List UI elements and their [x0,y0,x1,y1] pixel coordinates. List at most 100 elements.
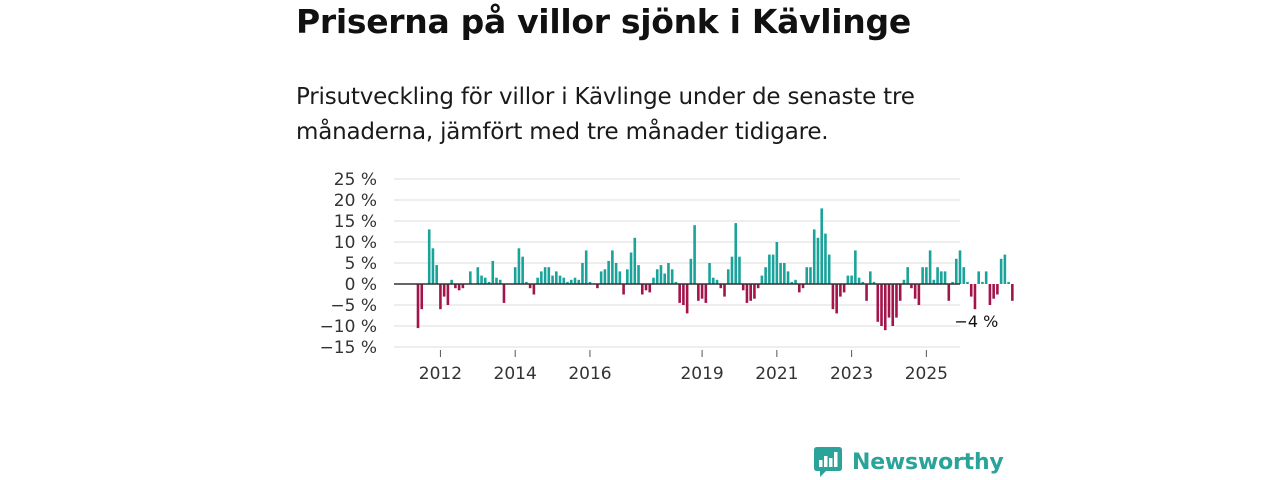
bar [446,284,450,305]
bar [846,275,850,284]
bars [416,208,1014,331]
bar [1011,284,1014,301]
latest-value-label: −4 % [955,312,999,331]
bar [951,281,954,284]
bar [910,284,913,289]
x-tick-label: 2025 [905,364,948,384]
bar [928,250,932,284]
bar [824,233,827,284]
page-title: Priserna på villor sjönk i Kävlinge [296,2,911,41]
bar [427,229,431,284]
bar [431,248,435,284]
bar [857,277,861,284]
newsworthy-logo-icon [814,447,842,477]
bar [816,237,820,284]
bar [764,267,767,284]
bar [640,284,644,295]
bar [618,271,622,284]
x-tick-label: 2023 [830,364,873,384]
bar [887,284,891,318]
bar [913,284,917,299]
bar [891,284,895,326]
bar [450,279,453,284]
grid-lines [394,178,960,348]
bar [745,284,749,303]
bar [532,284,536,295]
brand-logo: Newsworthy [814,446,1004,478]
bar [700,284,704,299]
bar [753,284,756,299]
bar [599,271,603,284]
bar [555,271,558,284]
bar [521,256,524,284]
bar [577,279,581,284]
bar [741,284,745,291]
bar [756,284,760,289]
bar [801,284,805,289]
bar [469,271,472,284]
bar [932,279,936,284]
x-tick-label: 2014 [494,364,537,384]
bar [596,284,599,289]
bar [723,284,726,297]
bar [981,281,984,284]
bar [786,271,790,284]
bar [839,284,842,297]
bar [749,284,752,301]
bar [629,252,633,284]
bar [566,281,569,284]
y-tick-label: 10 % [334,233,377,253]
bar [734,223,738,284]
bar [906,267,909,284]
bar [693,225,696,284]
bar [603,269,607,284]
bar [633,237,637,284]
bar [730,256,734,284]
bar [820,208,823,284]
bar [551,275,554,284]
bar [880,284,883,326]
bar [768,254,771,284]
bar [442,284,446,297]
bar [883,284,887,331]
bar [809,267,812,284]
bar [454,284,457,289]
bar [712,277,715,284]
bar [936,267,939,284]
bar [588,281,592,284]
y-tick-label: 20 % [334,191,377,211]
chart-subtitle: Prisutveckling för villor i Kävlinge und… [296,84,915,145]
bar [547,267,551,284]
y-tick-label: 0 % [345,275,377,295]
bar [476,267,480,284]
bar [685,284,689,314]
bar [812,229,816,284]
bar [569,279,573,284]
y-tick-label: −5 % [330,296,377,316]
bar [984,271,988,284]
bar [977,271,980,284]
bar [895,284,898,318]
bar [540,271,543,284]
bar [663,273,667,284]
bar [513,267,517,284]
bar [958,250,962,284]
y-tick-label: 15 % [334,212,377,232]
bar [652,277,655,284]
bar [457,284,461,291]
bar [581,263,584,284]
bar [902,279,906,284]
bar [999,258,1003,284]
brand-name: Newsworthy [852,449,1004,475]
bar [659,265,663,284]
bar [584,250,588,284]
bar [872,281,876,284]
bar [682,284,685,305]
bar [614,263,618,284]
bar [779,263,782,284]
bar [771,254,775,284]
x-axis-ticks: 2012 2014 2016 2019 2021 2023 2025 [419,350,948,384]
bar [558,275,562,284]
bar [697,284,700,301]
